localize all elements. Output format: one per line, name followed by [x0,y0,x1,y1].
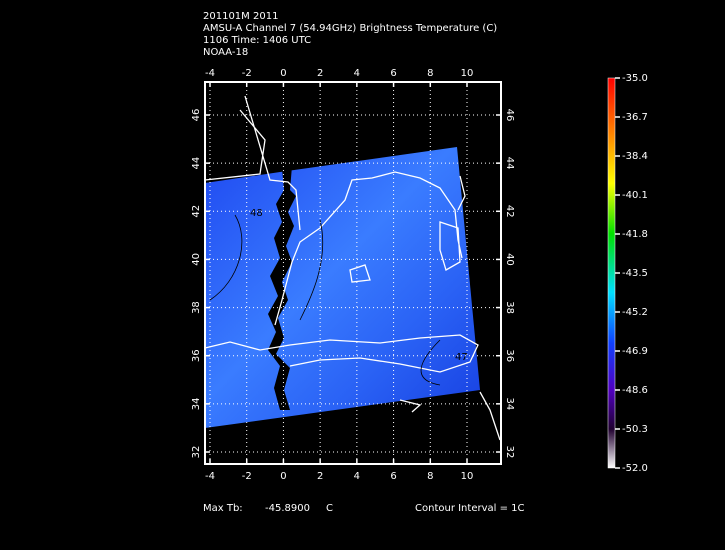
lat-label: 40 [191,253,202,266]
contour-label: 47 [455,352,468,363]
lon-label: -4 [205,68,215,79]
colorbar-label: -43.5 [622,268,648,279]
footer-label: Max Tb: [203,503,243,514]
lat-label: 36 [504,349,515,362]
lat-label: 34 [191,397,202,410]
colorbar-label: -38.4 [622,151,648,162]
lat-label: 34 [504,397,515,410]
colorbar-label: -36.7 [622,112,648,123]
lon-label: 4 [354,68,360,79]
lat-label: 40 [504,253,515,266]
lat-label: 38 [191,301,202,314]
header-line: NOAA-18 [203,47,248,58]
lat-label: 42 [504,205,515,218]
colorbar [607,77,616,469]
lon-label: 8 [427,471,433,482]
lon-label: 8 [427,68,433,79]
footer-unit: C [326,503,333,514]
lat-label: 32 [504,446,515,459]
lat-label: 42 [191,205,202,218]
lon-label: 6 [390,68,396,79]
colorbar-label: -52.0 [622,463,648,474]
footer-value: -45.8900 [265,503,310,514]
colorbar-label: -48.6 [622,385,648,396]
colorbar-label: -35.0 [622,73,648,84]
lat-label: 38 [504,301,515,314]
colorbar-label: -50.3 [622,424,648,435]
header-line: AMSU-A Channel 7 (54.94GHz) Brightness T… [203,23,497,34]
lat-label: 46 [504,109,515,122]
lon-label: 2 [317,68,323,79]
footer-contour: Contour Interval = 1C [415,503,525,514]
map-frame [204,81,502,465]
lon-label: 4 [354,471,360,482]
contour [209,214,441,386]
swath [205,147,480,428]
lon-label: -2 [242,471,252,482]
lon-label: 10 [461,471,474,482]
lat-label: 36 [191,349,202,362]
map: 48 47 [204,81,502,465]
scan-gap [268,166,296,410]
lat-label: 32 [191,446,202,459]
colorbar-label: -40.1 [622,190,648,201]
lon-label: -4 [205,471,215,482]
lon-label: 2 [317,471,323,482]
header-line: 1106 Time: 1406 UTC [203,35,311,46]
lon-label: -2 [242,68,252,79]
header-line: 201101M 2011 [203,11,278,22]
lon-label: 0 [280,68,286,79]
footer: Max Tb: -45.8900 C Contour Interval = 1C [203,503,525,514]
lon-label: 0 [280,471,286,482]
lon-label: 10 [461,68,474,79]
header: 201101M 2011 AMSU-A Channel 7 (54.94GHz)… [203,11,497,58]
coastline [204,95,501,441]
colorbar-label: -46.9 [622,346,648,357]
lat-label: 44 [504,157,515,170]
colorbar-label: -41.8 [622,229,648,240]
colorbar-label: -45.2 [622,307,648,318]
lat-label: 46 [191,109,202,122]
lat-label: 44 [191,157,202,170]
lon-label: 6 [390,471,396,482]
contour-label: 48 [250,208,263,219]
